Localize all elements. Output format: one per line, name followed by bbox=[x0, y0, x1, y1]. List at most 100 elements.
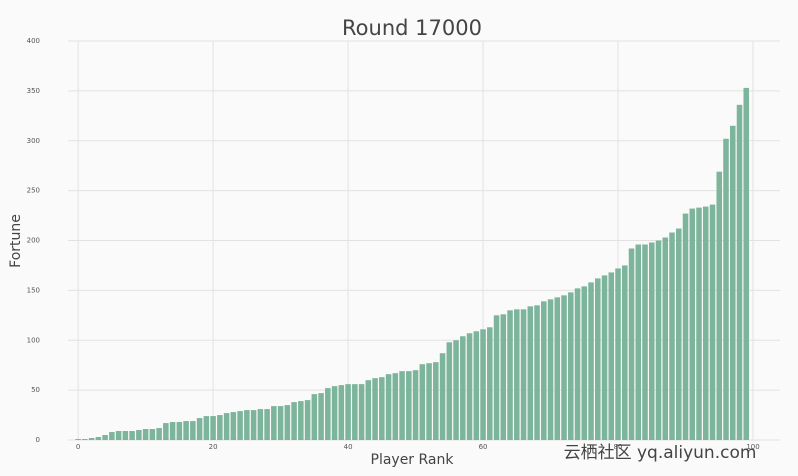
bar bbox=[554, 297, 561, 440]
bar bbox=[541, 301, 547, 440]
bar bbox=[514, 309, 520, 440]
bar bbox=[149, 429, 156, 440]
bar bbox=[635, 244, 642, 440]
bar bbox=[352, 384, 358, 440]
bar bbox=[466, 333, 473, 440]
bar bbox=[682, 213, 689, 440]
bar bbox=[95, 437, 102, 440]
bar bbox=[136, 430, 142, 440]
bar bbox=[210, 416, 216, 440]
bar bbox=[601, 275, 608, 440]
x-tick-label: 60 bbox=[479, 443, 488, 451]
y-tick-label: 250 bbox=[27, 187, 40, 195]
bar bbox=[325, 388, 331, 440]
bar bbox=[574, 288, 581, 440]
bar bbox=[480, 329, 486, 440]
bar bbox=[588, 282, 594, 440]
bar bbox=[500, 314, 507, 440]
bar bbox=[736, 104, 743, 440]
y-tick-label: 350 bbox=[27, 87, 40, 95]
x-tick-label: 40 bbox=[344, 443, 353, 451]
bar bbox=[183, 421, 189, 440]
bar bbox=[291, 402, 297, 440]
y-tick-label: 400 bbox=[27, 37, 40, 45]
bar bbox=[311, 394, 318, 440]
bar bbox=[277, 406, 284, 440]
bar bbox=[88, 438, 95, 440]
bar bbox=[102, 435, 108, 440]
bar bbox=[129, 431, 135, 440]
y-tick-label: 50 bbox=[31, 386, 40, 394]
bar bbox=[115, 431, 122, 440]
bar bbox=[561, 295, 567, 440]
bar bbox=[176, 422, 183, 440]
bar bbox=[284, 405, 291, 440]
bar bbox=[169, 422, 176, 440]
bar bbox=[365, 380, 372, 440]
bar bbox=[385, 374, 392, 440]
bar bbox=[547, 299, 554, 440]
bar bbox=[244, 410, 250, 440]
bar bbox=[271, 406, 277, 440]
x-tick-label: 100 bbox=[746, 443, 759, 451]
bar bbox=[122, 431, 129, 440]
bar bbox=[190, 421, 196, 440]
bar bbox=[264, 409, 270, 440]
bar bbox=[230, 412, 237, 440]
bar bbox=[109, 432, 115, 440]
bar bbox=[716, 171, 723, 441]
bar bbox=[473, 331, 480, 440]
bar bbox=[156, 428, 162, 440]
bar bbox=[426, 363, 432, 440]
bar bbox=[392, 373, 399, 440]
bar bbox=[379, 377, 385, 440]
x-tick-label: 0 bbox=[76, 443, 80, 451]
bar bbox=[419, 364, 426, 440]
bar bbox=[446, 342, 453, 440]
bar bbox=[257, 409, 264, 440]
bar bbox=[338, 385, 345, 440]
bar bbox=[298, 401, 304, 440]
bar bbox=[729, 125, 736, 440]
bar bbox=[676, 228, 682, 440]
x-axis-label: Player Rank bbox=[371, 452, 455, 468]
bar bbox=[75, 439, 81, 440]
y-axis-label: Fortune bbox=[8, 214, 24, 268]
bar bbox=[412, 370, 419, 440]
bar bbox=[304, 400, 311, 440]
bar bbox=[493, 315, 500, 440]
y-tick-label: 100 bbox=[27, 336, 40, 344]
bar bbox=[217, 415, 223, 440]
bar bbox=[237, 411, 243, 440]
x-tick-label: 80 bbox=[614, 443, 623, 451]
bar bbox=[696, 207, 702, 440]
bar bbox=[520, 309, 527, 440]
bar bbox=[460, 336, 466, 440]
bar bbox=[487, 327, 493, 440]
bar bbox=[642, 244, 648, 440]
bar bbox=[358, 384, 365, 440]
bar bbox=[568, 292, 574, 440]
y-tick-label: 150 bbox=[27, 286, 40, 294]
y-tick-label: 0 bbox=[36, 436, 40, 444]
bar bbox=[318, 393, 324, 440]
bar bbox=[142, 429, 149, 440]
bar bbox=[399, 371, 405, 440]
x-tick-label: 20 bbox=[209, 443, 218, 451]
watermark: 云栖社区 yq.aliyun.com bbox=[564, 443, 757, 463]
bar bbox=[615, 268, 621, 440]
bar bbox=[433, 362, 439, 440]
bar bbox=[345, 384, 351, 440]
bar bbox=[689, 208, 696, 440]
bar bbox=[331, 386, 338, 440]
bar bbox=[534, 305, 540, 440]
chart-title: Round 17000 bbox=[342, 16, 482, 40]
bar bbox=[628, 248, 635, 440]
bar bbox=[527, 306, 534, 440]
bar bbox=[622, 265, 628, 440]
y-tick-label: 300 bbox=[27, 137, 40, 145]
bar bbox=[82, 439, 88, 440]
bar bbox=[372, 378, 378, 440]
bar bbox=[595, 278, 601, 440]
